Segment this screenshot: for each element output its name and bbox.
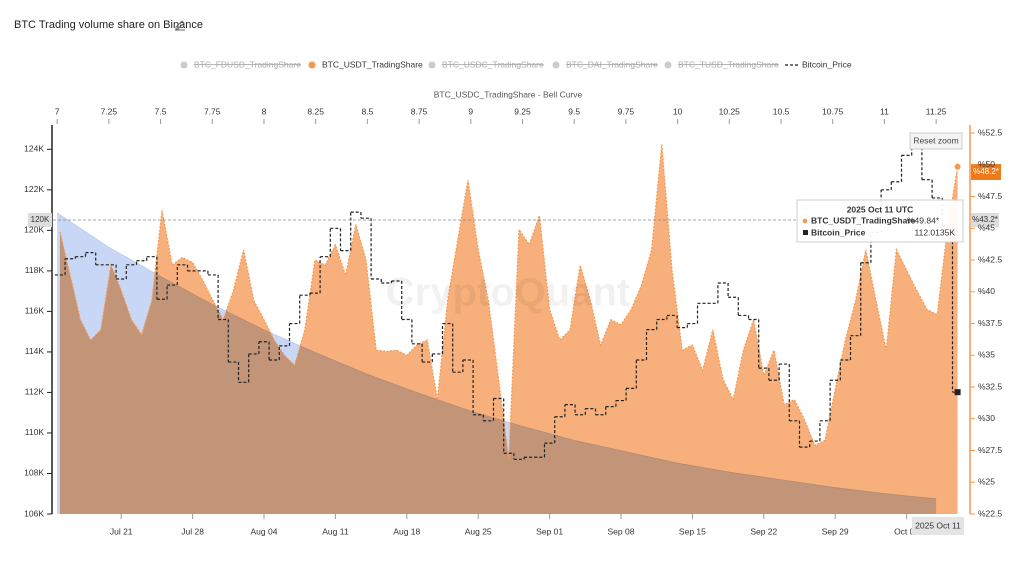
price-end-marker [954,389,961,396]
top-x-tick-label: 8.25 [307,106,324,116]
legend-marker[interactable] [664,61,672,69]
x-tick-label: Sep 01 [536,526,563,536]
top-x-tick-label: 7.5 [155,106,167,116]
y2-tick-label: %42.5 [978,254,1002,264]
chart-title: BTC Trading volume share on Binance [14,19,203,31]
x-tick-label: Oct 06 [894,526,919,536]
x-tick-label: Jul 21 [110,526,133,536]
tooltip-value: 112.0135K [915,227,956,237]
y2-tick-label: %25 [978,477,995,487]
crosshair-y-label: 120K [31,215,50,224]
usdt-line [59,144,959,460]
top-x-tick-label: 9.75 [618,106,635,116]
tooltip-marker [803,230,808,235]
y2-tick-label: %35 [978,350,995,360]
top-x-tick-label: 10.75 [822,106,844,116]
tooltip-value: %49.84* [907,215,940,225]
y-tick-label: 116K [25,306,45,316]
y2-tick-label: %45 [978,223,995,233]
reset-zoom-button[interactable] [909,132,963,150]
edit-icon[interactable] [175,20,185,31]
top-x-tick-label: 11 [880,106,889,116]
usdt-end-marker [953,162,962,171]
legend-label[interactable]: BTC_DAI_TradingShare [566,59,658,69]
legend-label[interactable]: BTC_TUSD_TradingShare [678,59,779,69]
y-tick-label: 114K [25,346,45,356]
tooltip-series-name: BTC_USDT_TradingShare [811,215,916,225]
legend-marker[interactable] [180,61,188,69]
watermark: CryptoQuant [386,271,630,315]
plot-area [54,144,961,514]
crosshair-y2-label: %43.2* [972,215,998,224]
top-axis-title: BTC_USDC_TradingShare - Bell Curve [434,89,583,99]
reset-zoom-label[interactable]: Reset zoom [913,135,958,145]
top-x-tick-label: 7.75 [204,106,221,116]
y2-tick-label: %22.5 [978,508,1002,518]
top-x-tick-label: 11.25 [926,106,947,116]
last-value-label: %48.2* [973,167,999,176]
crosshair-y-tag [28,213,52,227]
usdt-area-fill [60,144,958,514]
tooltip [796,199,964,243]
top-x-tick-label: 7 [55,106,60,116]
top-x-tick-label: 7.25 [101,106,118,116]
x-tick-label: Sep 29 [822,526,849,536]
x-tick-label: Jul 28 [181,526,204,536]
top-x-tick-label: 8.5 [361,106,373,116]
y2-tick-label: %32.5 [978,381,1002,391]
y2-tick-label: %47.5 [978,191,1002,201]
tooltip-title: 2025 Oct 11 UTC [847,204,914,214]
legend-label[interactable]: BTC_USDT_TradingShare [322,59,423,69]
top-x-tick-label: 8 [262,106,267,116]
crosshair-y2-tag [971,213,999,227]
y2-tick-label: %27.5 [978,445,1002,455]
y2-tick-label: %37.5 [978,318,1002,328]
last-value-tag [971,164,1001,180]
top-x-tick-label: 9.5 [568,106,580,116]
y2-tick-label: %50 [978,159,995,169]
tooltip-series-name: Bitcoin_Price [811,227,866,237]
y-tick-label: 118K [25,265,45,275]
x-tick-label: Sep 22 [750,526,777,536]
y-tick-label: 108K [24,468,44,478]
x-tick-label: Sep 15 [679,526,706,536]
y-tick-label: 120K [24,225,44,235]
legend-marker[interactable] [308,61,316,69]
legend-label[interactable]: BTC_FDUSD_TradingShare [194,59,301,69]
crosshair-x-tag [912,517,964,535]
top-x-tick-label: 10.5 [773,106,790,116]
y-tick-label: 106K [24,508,44,518]
x-tick-label: Aug 18 [393,526,420,536]
y2-tick-label: %40 [978,286,995,296]
top-x-tick-label: 10.25 [719,106,741,116]
x-tick-label: Aug 04 [251,526,278,536]
y2-tick-label: %30 [978,413,995,423]
tooltip-marker [802,218,808,224]
top-x-tick-label: 8.75 [411,106,428,116]
x-tick-label: Aug 25 [465,526,492,536]
y2-tick-label: %52.5 [978,127,1002,137]
legend-label[interactable]: Bitcoin_Price [802,59,852,69]
crosshair-x-label: 2025 Oct 11 [915,520,961,530]
top-x-tick-label: 10 [673,106,683,116]
top-x-tick-label: 9.25 [514,106,531,116]
y-tick-label: 122K [24,184,44,194]
y-tick-label: 110K [25,427,45,437]
legend-label[interactable]: BTC_USDC_TradingShare [442,59,544,69]
x-tick-label: Aug 11 [322,526,349,536]
y-tick-label: 112K [25,387,45,397]
y-tick-label: 124K [24,144,44,154]
top-x-tick-label: 9 [468,106,473,116]
legend-marker[interactable] [552,61,560,69]
x-tick-label: Sep 08 [608,526,635,536]
legend-marker[interactable] [428,61,436,69]
